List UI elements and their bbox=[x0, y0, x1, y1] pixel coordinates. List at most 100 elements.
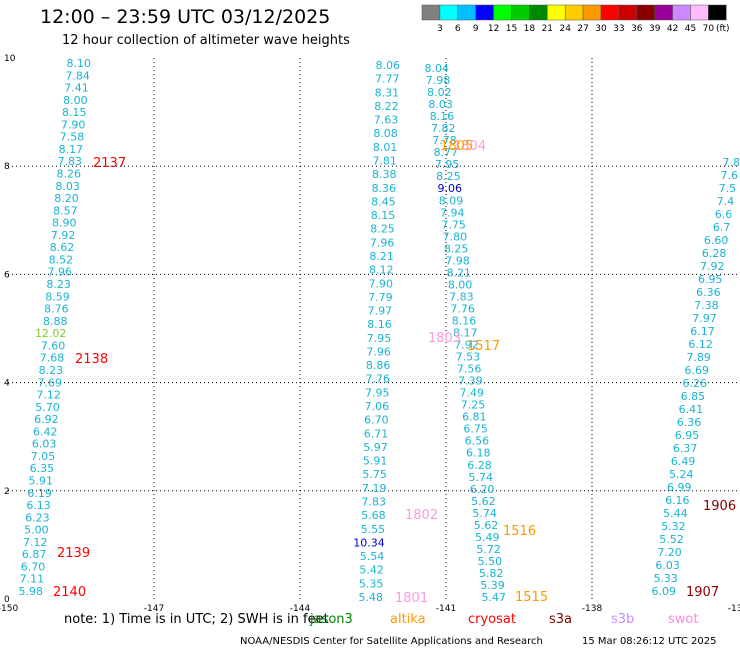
legend-satellite-s3b: s3b bbox=[611, 612, 635, 627]
track-value: 8.03 bbox=[55, 180, 80, 193]
longitude-tick-label: -147 bbox=[144, 604, 164, 614]
track-value: 7.4 bbox=[717, 195, 735, 208]
latitude-tick-label: 0 bbox=[4, 595, 10, 605]
latitude-tick-label: 10 bbox=[4, 54, 16, 64]
track-value: 7.76 bbox=[450, 302, 475, 315]
footer-timestamp: 15 Mar 08:26:12 UTC 2025 bbox=[582, 636, 717, 647]
legend-satellite-s3a: s3a bbox=[549, 612, 573, 627]
track-value: 6.35 bbox=[30, 462, 55, 475]
track-value: 8.21 bbox=[369, 250, 394, 263]
track-value: 8.90 bbox=[52, 217, 77, 230]
track-value: 7.6 bbox=[721, 169, 739, 182]
track-value: 8.08 bbox=[373, 127, 398, 140]
color-scale-tick-label: 45 bbox=[685, 24, 696, 34]
color-scale-tick-label: 33 bbox=[613, 24, 624, 34]
color-scale-tick-label: 15 bbox=[506, 24, 517, 34]
color-scale-tick-label: 9 bbox=[473, 24, 479, 34]
track-value: 9.06 bbox=[437, 182, 462, 195]
track-value: 6.41 bbox=[679, 403, 704, 416]
track-value: 6.03 bbox=[655, 559, 680, 572]
track-value: 6.95 bbox=[698, 273, 723, 286]
track-value: 8.88 bbox=[43, 315, 68, 328]
track-value: 5.72 bbox=[476, 543, 501, 556]
track-value: 8.03 bbox=[428, 98, 453, 111]
track-value: 6.70 bbox=[364, 414, 389, 427]
track-value: 6.12 bbox=[688, 338, 713, 351]
track-value: 7.12 bbox=[23, 536, 48, 549]
color-scale-tick-label: 24 bbox=[559, 24, 571, 34]
track-value: 7.20 bbox=[657, 546, 682, 559]
longitude-tick-label: -141 bbox=[436, 604, 456, 614]
pass-time-label: 1801 bbox=[395, 591, 428, 606]
track-value: 7.98 bbox=[426, 74, 451, 87]
track-value: 8.21 bbox=[447, 266, 472, 279]
track-value: 6.19 bbox=[27, 487, 52, 500]
track-value: 7.96 bbox=[366, 345, 391, 358]
track-value: 5.32 bbox=[661, 520, 686, 533]
pass-time-label: 2138 bbox=[75, 352, 108, 367]
track-value: 8.16 bbox=[430, 110, 455, 123]
track-value: 5.33 bbox=[653, 572, 678, 585]
longitude-tick-label: -144 bbox=[290, 604, 311, 614]
track-value: 6.95 bbox=[675, 429, 700, 442]
footer-organization: NOAA/NESDIS Center for Satellite Applica… bbox=[240, 636, 543, 647]
track-value: 5.54 bbox=[360, 550, 385, 563]
track-value: 8.10 bbox=[67, 57, 92, 70]
track-value: 8.06 bbox=[376, 59, 401, 72]
color-scale-swatch bbox=[708, 4, 727, 21]
track-value: 5.42 bbox=[359, 564, 384, 577]
track-value: 8.62 bbox=[50, 241, 75, 254]
track-value: 6.92 bbox=[34, 413, 59, 426]
color-scale-tick-label: 3 bbox=[437, 24, 443, 34]
latitude-tick-label: 4 bbox=[4, 379, 10, 389]
track-value: 8.23 bbox=[46, 278, 71, 291]
pass-time-label: 1517 bbox=[467, 339, 500, 354]
track-value: 6.23 bbox=[25, 511, 50, 524]
track-value: 5.55 bbox=[361, 523, 386, 536]
track-value: 7.39 bbox=[458, 375, 483, 388]
track-value: 7.8 bbox=[723, 156, 740, 169]
track-value: 8.31 bbox=[375, 86, 400, 99]
track-value: 7.58 bbox=[60, 131, 85, 144]
track-value: 6.56 bbox=[465, 435, 490, 448]
track-value: 7.79 bbox=[368, 291, 393, 304]
track-value: 7.60 bbox=[41, 339, 66, 352]
track-value: 8.16 bbox=[452, 314, 477, 327]
track-value: 6.60 bbox=[704, 234, 729, 247]
track-value: 7.78 bbox=[432, 134, 457, 147]
track-value: 8.38 bbox=[372, 168, 397, 181]
track-value: 6.6 bbox=[715, 208, 733, 221]
color-scale-unit-label: (ft) bbox=[716, 24, 730, 34]
longitude-tick-label: -135 bbox=[728, 604, 740, 614]
track-value: 7.63 bbox=[374, 114, 399, 127]
legend-row: note: 1) Time is in UTC; 2) SWH is in fe… bbox=[64, 612, 740, 632]
track-value: 6.17 bbox=[690, 325, 715, 338]
track-value: 5.74 bbox=[469, 471, 494, 484]
track-value: 7.94 bbox=[440, 206, 465, 219]
track-value: 8.45 bbox=[371, 195, 396, 208]
track-value: 6.03 bbox=[32, 438, 57, 451]
track-value: 7.19 bbox=[362, 482, 387, 495]
track-value: 8.52 bbox=[49, 253, 74, 266]
track-value: 8.12 bbox=[369, 264, 394, 277]
color-scale-tick-label: 12 bbox=[488, 24, 499, 34]
track-value: 5.75 bbox=[362, 468, 387, 481]
track-value: 7.84 bbox=[65, 69, 90, 82]
track-value: 8.17 bbox=[59, 143, 84, 156]
track-value: 7.56 bbox=[457, 363, 482, 376]
color-scale-tick-label: 42 bbox=[667, 24, 678, 34]
track-value: 6.99 bbox=[667, 481, 692, 494]
track-value: 7.95 bbox=[435, 158, 460, 171]
track-value: 6.28 bbox=[702, 247, 727, 260]
track-value: 7.5 bbox=[719, 182, 737, 195]
track-value: 6.09 bbox=[652, 585, 677, 598]
track-value: 7.53 bbox=[456, 351, 481, 364]
footer: NOAA/NESDIS Center for Satellite Applica… bbox=[0, 636, 740, 650]
track-value: 7.83 bbox=[362, 496, 387, 509]
latitude-tick-label: 8 bbox=[4, 162, 10, 172]
track-value: 5.52 bbox=[659, 533, 684, 546]
track-value: 5.62 bbox=[474, 519, 499, 532]
track-value: 8.20 bbox=[54, 192, 79, 205]
color-scale-tick-label: 36 bbox=[631, 24, 643, 34]
